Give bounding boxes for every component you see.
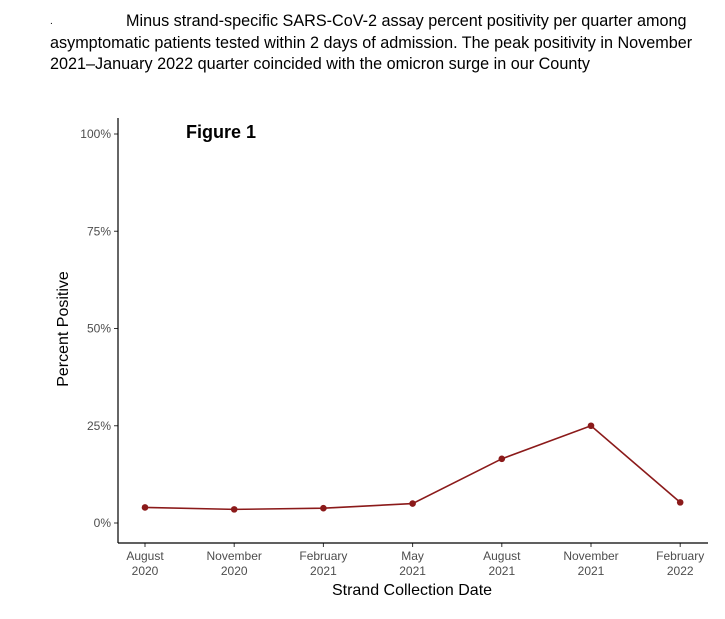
- x-tick-label: November 2020: [207, 549, 262, 578]
- y-tick-label: 50%: [87, 322, 111, 336]
- caption-text: Minus strand-specific SARS-CoV-2 assay p…: [50, 12, 693, 73]
- data-point: [230, 506, 238, 513]
- x-tick-label: May 2021: [399, 549, 426, 578]
- y-tick-label: 100%: [80, 127, 111, 141]
- data-point: [141, 504, 149, 511]
- y-tick-label: 0%: [94, 516, 112, 530]
- y-tick-label: 75%: [87, 224, 111, 238]
- data-point: [676, 499, 684, 506]
- caption-marker: .: [50, 16, 53, 27]
- data-point: [498, 455, 506, 463]
- data-point: [409, 500, 416, 507]
- series-line: [144, 424, 681, 511]
- x-tick-label: February 2022: [656, 549, 704, 578]
- figure-caption: . Minus strand-specific SARS-CoV-2 assay…: [50, 11, 715, 76]
- y-axis-ticks: 0% 25% 50% 75% 100%: [80, 127, 118, 530]
- y-axis-title: Percent Positive: [55, 271, 72, 387]
- x-tick-label: August 2020: [126, 549, 164, 578]
- series-group: [141, 422, 684, 513]
- data-point: [587, 422, 595, 430]
- x-axis-title: Strand Collection Date: [332, 582, 492, 599]
- y-tick-label: 25%: [87, 419, 111, 433]
- data-point: [320, 504, 327, 512]
- figure-label: Figure 1: [186, 122, 256, 142]
- x-tick-label: August 2021: [483, 549, 521, 578]
- x-tick-label: February 2021: [299, 549, 347, 578]
- x-tick-label: November 2021: [563, 549, 618, 578]
- x-axis-ticks: August 2020 November 2020 February 2021 May 202…: [126, 543, 704, 578]
